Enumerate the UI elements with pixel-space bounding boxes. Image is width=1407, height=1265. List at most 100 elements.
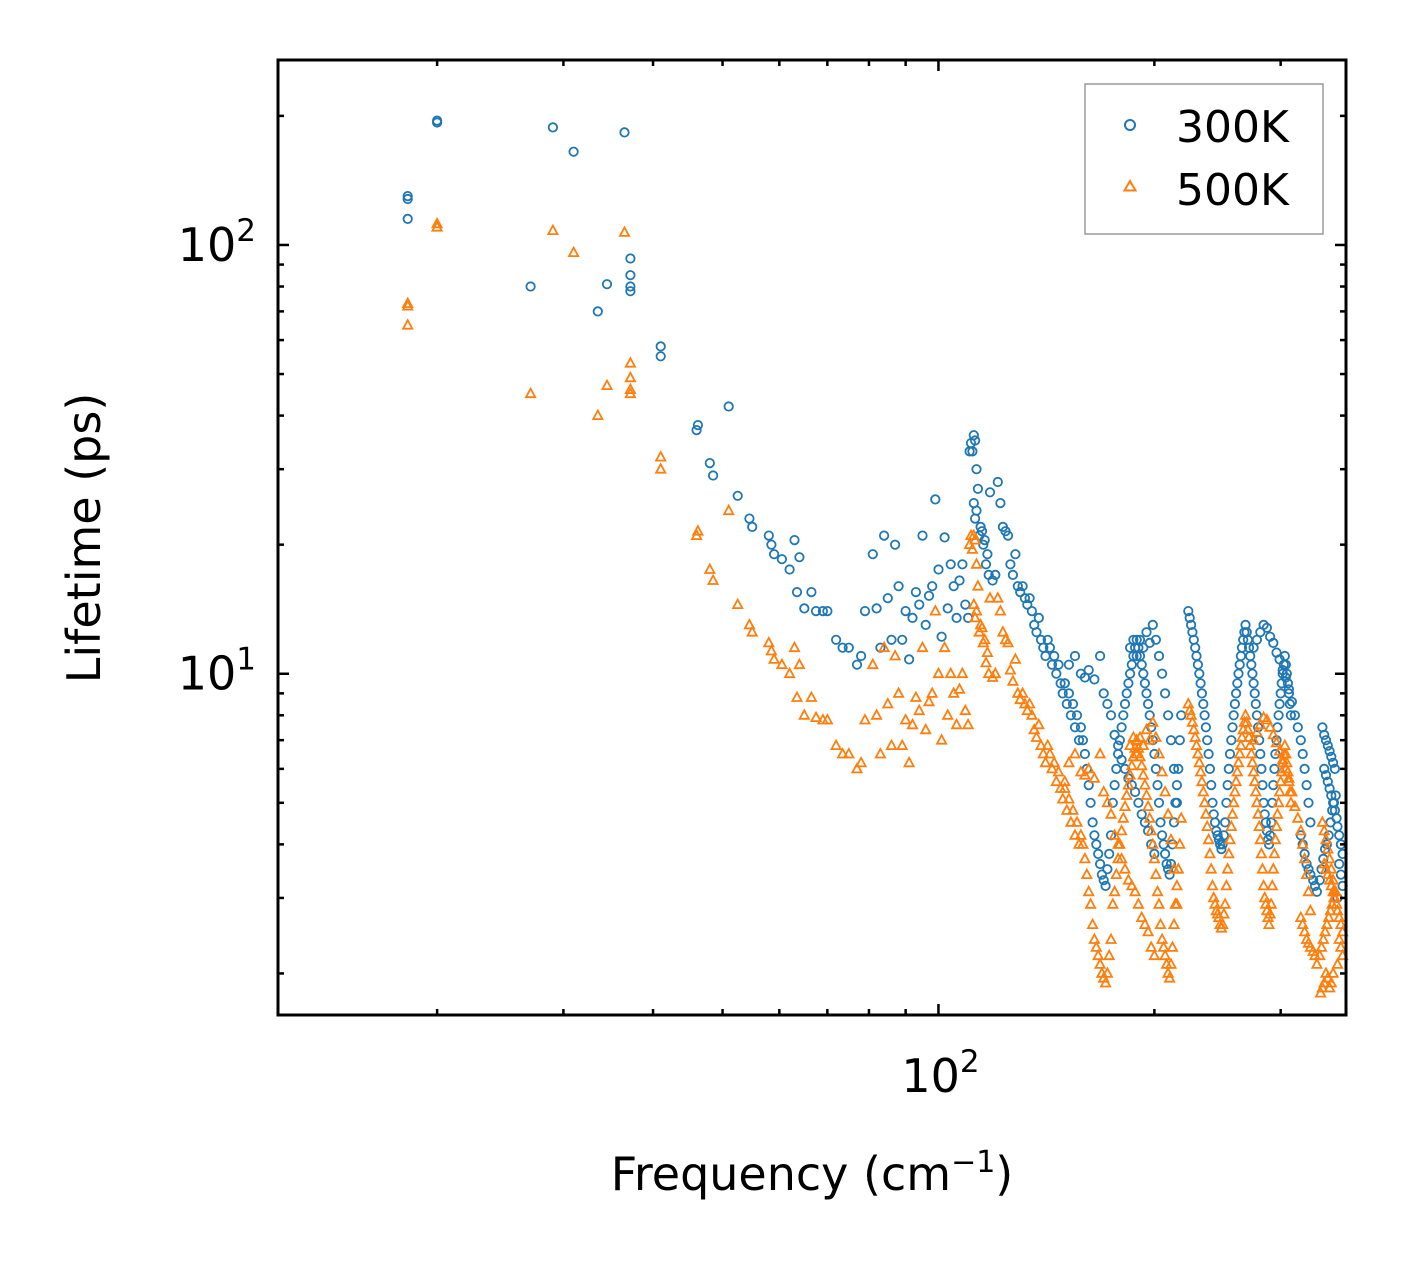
data-point-300K [1335, 869, 1347, 880]
data-point-500K [966, 542, 979, 554]
data-point-300K [1301, 779, 1312, 791]
data-point-500K [1148, 948, 1161, 961]
data-point-300K [1274, 698, 1285, 710]
data-point-300K [1075, 722, 1087, 733]
data-point-300K [1149, 848, 1160, 860]
data-point-500K [1138, 778, 1152, 790]
data-point-500K [1273, 744, 1286, 756]
data-point-300K [1063, 659, 1075, 670]
data-point-300K [1121, 688, 1132, 699]
data-point-300K [1240, 619, 1251, 631]
data-point-500K [624, 370, 637, 383]
data-point-500K [1016, 686, 1029, 698]
data-point-500K [1263, 907, 1277, 919]
data-point-300K [1083, 664, 1094, 676]
data-point-500K [1127, 730, 1140, 742]
data-point-300K [1286, 696, 1298, 707]
data-point-300K [1105, 710, 1117, 721]
data-point-500K [968, 611, 982, 623]
data-point-500K [1115, 852, 1128, 864]
data-point-300K [972, 483, 984, 494]
data-point-500K [1270, 735, 1283, 748]
data-point-500K [885, 738, 898, 750]
data-point-500K [746, 625, 759, 637]
data-point-300K [625, 270, 636, 281]
data-point-300K [1113, 740, 1124, 751]
data-point-500K [1253, 819, 1266, 831]
data-point-500K [1225, 819, 1238, 831]
data-point-300K [969, 435, 981, 446]
data-point-500K [1316, 815, 1329, 827]
y-tick-label: 101 [178, 642, 256, 701]
data-point-300K [1285, 710, 1297, 721]
data-point-300K [968, 430, 979, 441]
data-point-500K [1260, 713, 1274, 725]
data-point-300K [789, 534, 800, 546]
data-point-500K [953, 682, 966, 694]
data-point-300K [1109, 729, 1120, 741]
data-point-500K [1317, 932, 1330, 944]
data-point-500K [1234, 738, 1248, 750]
data-point-300K [1160, 688, 1171, 699]
y-tick-label: 102 [178, 213, 256, 272]
data-point-500K [762, 636, 775, 648]
data-point-300K [1301, 858, 1312, 870]
data-point-300K [1087, 817, 1098, 828]
data-point-500K [1137, 768, 1150, 780]
data-point-300K [1311, 886, 1323, 897]
data-point-500K [1052, 765, 1065, 777]
data-point-500K [1221, 862, 1234, 874]
data-point-300K [927, 581, 938, 592]
data-point-300K [1268, 637, 1279, 649]
data-point-500K [1218, 897, 1232, 909]
data-point-300K [1059, 678, 1070, 689]
data-point-500K [654, 450, 667, 462]
data-point-300K [843, 642, 854, 653]
data-point-500K [1088, 932, 1101, 944]
data-point-500K [1082, 884, 1095, 897]
data-point-500K [1189, 730, 1202, 742]
data-point-500K [1146, 837, 1159, 849]
data-point-500K [1334, 917, 1348, 929]
data-point-300K [1174, 735, 1185, 746]
data-point-300K [1229, 698, 1241, 710]
data-point-300K [1141, 627, 1152, 638]
data-point-500K [1118, 862, 1132, 874]
data-point-300K [1089, 674, 1100, 685]
data-point-300K [1319, 729, 1330, 741]
data-point-500K [1078, 852, 1092, 864]
data-point-300K [1031, 627, 1042, 638]
data-point-500K [805, 690, 818, 702]
data-point-300K [1061, 698, 1072, 710]
data-point-300K [1209, 817, 1221, 828]
data-point-500K [994, 604, 1007, 616]
data-point-500K [1158, 785, 1172, 797]
data-point-500K [1334, 940, 1348, 952]
data-point-300K [1119, 698, 1131, 710]
data-point-500K [888, 649, 902, 661]
data-point-300K [692, 419, 704, 431]
data-point-500K [950, 717, 963, 730]
data-point-300K [1329, 763, 1341, 775]
data-point-500K [1062, 755, 1076, 768]
data-point-500K [922, 694, 936, 707]
data-point-300K [1251, 710, 1263, 721]
data-point-300K [1102, 698, 1113, 710]
data-point-300K [987, 575, 998, 586]
data-point-300K [1190, 642, 1201, 653]
data-point-500K [401, 318, 414, 330]
data-point-300K [979, 534, 990, 546]
data-point-500K [1250, 725, 1264, 737]
data-point-500K [977, 636, 990, 648]
data-point-500K [1122, 778, 1135, 790]
data-point-300K [1232, 678, 1243, 689]
data-point-300K [1275, 688, 1286, 699]
data-point-300K [1079, 748, 1091, 760]
data-point-500K [1235, 730, 1249, 742]
data-point-300K [1118, 710, 1129, 721]
data-point-500K [866, 657, 879, 670]
data-point-500K [1032, 717, 1045, 730]
data-point-500K [1118, 799, 1132, 811]
data-point-500K [1270, 819, 1283, 831]
data-point-500K [1166, 940, 1179, 952]
